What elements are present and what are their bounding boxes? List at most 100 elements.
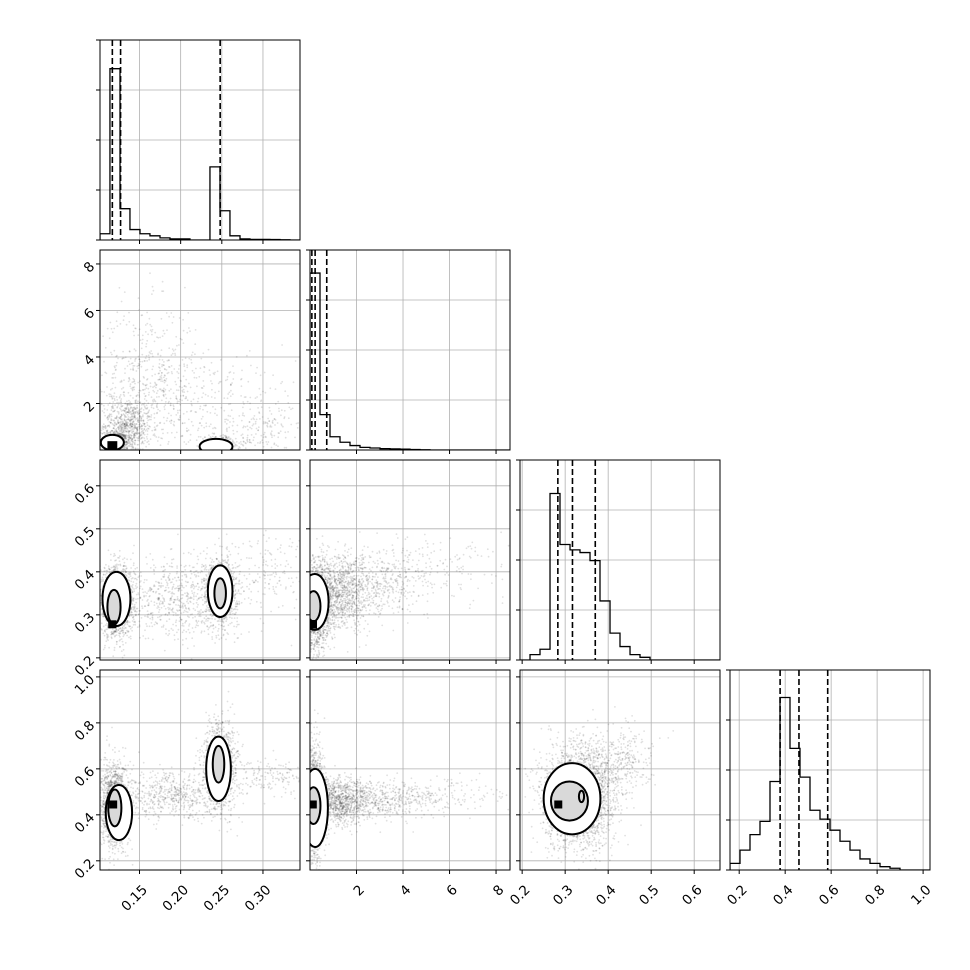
- scatter-point: [120, 420, 122, 423]
- scatter-point: [133, 432, 136, 435]
- scatter-point: [135, 432, 138, 435]
- scatter-point: [234, 593, 237, 596]
- scatter-point: [172, 407, 175, 410]
- scatter-point: [108, 571, 111, 574]
- scatter-point: [219, 435, 222, 437]
- scatter-point: [143, 392, 146, 395]
- scatter-point: [151, 399, 154, 402]
- scatter-point: [175, 395, 178, 398]
- scatter-point: [133, 605, 135, 608]
- scatter-point: [120, 379, 123, 382]
- scatter-point: [132, 552, 134, 555]
- scatter-point: [138, 358, 141, 360]
- scatter-point: [230, 451, 232, 453]
- scatter-point: [141, 427, 144, 430]
- scatter-point: [170, 431, 173, 434]
- scatter-point: [276, 422, 279, 424]
- scatter-point: [177, 372, 180, 375]
- scatter-point: [178, 400, 181, 403]
- scatter-point: [126, 404, 129, 407]
- scatter-point: [109, 421, 112, 424]
- scatter-point: [127, 407, 130, 409]
- scatter-point: [112, 382, 114, 385]
- scatter-point: [111, 395, 113, 397]
- scatter-point: [129, 401, 132, 403]
- scatter-point: [233, 442, 236, 444]
- scatter-point: [126, 442, 129, 444]
- scatter-point: [114, 630, 117, 633]
- scatter-point: [96, 439, 98, 441]
- scatter-point: [187, 418, 190, 421]
- scatter-point: [120, 405, 123, 408]
- scatter-point: [179, 395, 182, 397]
- scatter-point: [134, 432, 137, 435]
- scatter-point: [165, 377, 168, 380]
- scatter-point: [123, 433, 126, 436]
- scatter-point: [170, 414, 173, 417]
- scatter-point: [163, 390, 166, 393]
- scatter-point: [113, 568, 116, 570]
- scatter-point: [190, 400, 193, 403]
- scatter-point: [131, 427, 134, 430]
- scatter-point: [128, 430, 131, 433]
- scatter-point: [251, 424, 254, 427]
- scatter-point: [117, 428, 120, 430]
- scatter-point: [126, 424, 128, 426]
- scatter-point: [199, 422, 202, 424]
- scatter-point: [129, 457, 131, 459]
- scatter-point: [204, 594, 207, 597]
- scatter-point: [144, 461, 146, 463]
- scatter-point: [128, 377, 131, 379]
- scatter-point: [110, 566, 113, 569]
- scatter-point: [284, 431, 287, 434]
- scatter-point: [158, 367, 161, 369]
- scatter-point: [233, 585, 235, 587]
- scatter-point: [151, 368, 154, 371]
- scatter-point: [106, 430, 108, 432]
- scatter-point: [104, 630, 107, 633]
- scatter-point: [148, 457, 150, 459]
- scatter-point: [144, 406, 147, 409]
- scatter-point: [346, 369, 348, 371]
- scatter-point: [110, 406, 113, 408]
- scatter-point: [221, 545, 224, 548]
- scatter-point: [129, 433, 132, 436]
- scatter-point: [162, 394, 165, 396]
- scatter-point: [305, 427, 307, 429]
- scatter-point: [130, 611, 133, 614]
- scatter-point: [118, 396, 121, 399]
- scatter-point: [98, 433, 100, 435]
- scatter-point: [140, 437, 143, 439]
- scatter-point: [129, 411, 132, 414]
- scatter-point: [195, 595, 198, 598]
- scatter-point: [124, 436, 126, 438]
- scatter-point: [132, 424, 135, 427]
- scatter-point: [199, 451, 201, 453]
- scatter-point: [115, 423, 117, 425]
- scatter-point: [182, 342, 185, 344]
- scatter-point: [204, 450, 206, 452]
- scatter-point: [108, 415, 111, 417]
- scatter-point: [122, 629, 124, 632]
- scatter-point: [216, 414, 218, 417]
- scatter-point: [179, 415, 181, 417]
- scatter-point: [233, 608, 236, 610]
- scatter-point: [162, 416, 165, 419]
- scatter-point: [207, 395, 210, 397]
- scatter-point: [116, 399, 119, 401]
- scatter-point: [244, 396, 247, 398]
- scatter-point: [226, 437, 229, 440]
- scatter-point: [163, 376, 165, 379]
- scatter-point: [125, 570, 127, 573]
- scatter-point: [116, 630, 118, 633]
- scatter-point: [227, 414, 230, 417]
- scatter-point: [126, 621, 128, 624]
- scatter-point: [131, 440, 134, 442]
- scatter-point: [115, 451, 117, 453]
- scatter-point: [123, 561, 126, 564]
- scatter-point: [137, 425, 140, 428]
- scatter-point: [123, 445, 126, 448]
- scatter-point: [231, 576, 234, 578]
- scatter-point: [124, 425, 127, 428]
- scatter-point: [271, 419, 274, 422]
